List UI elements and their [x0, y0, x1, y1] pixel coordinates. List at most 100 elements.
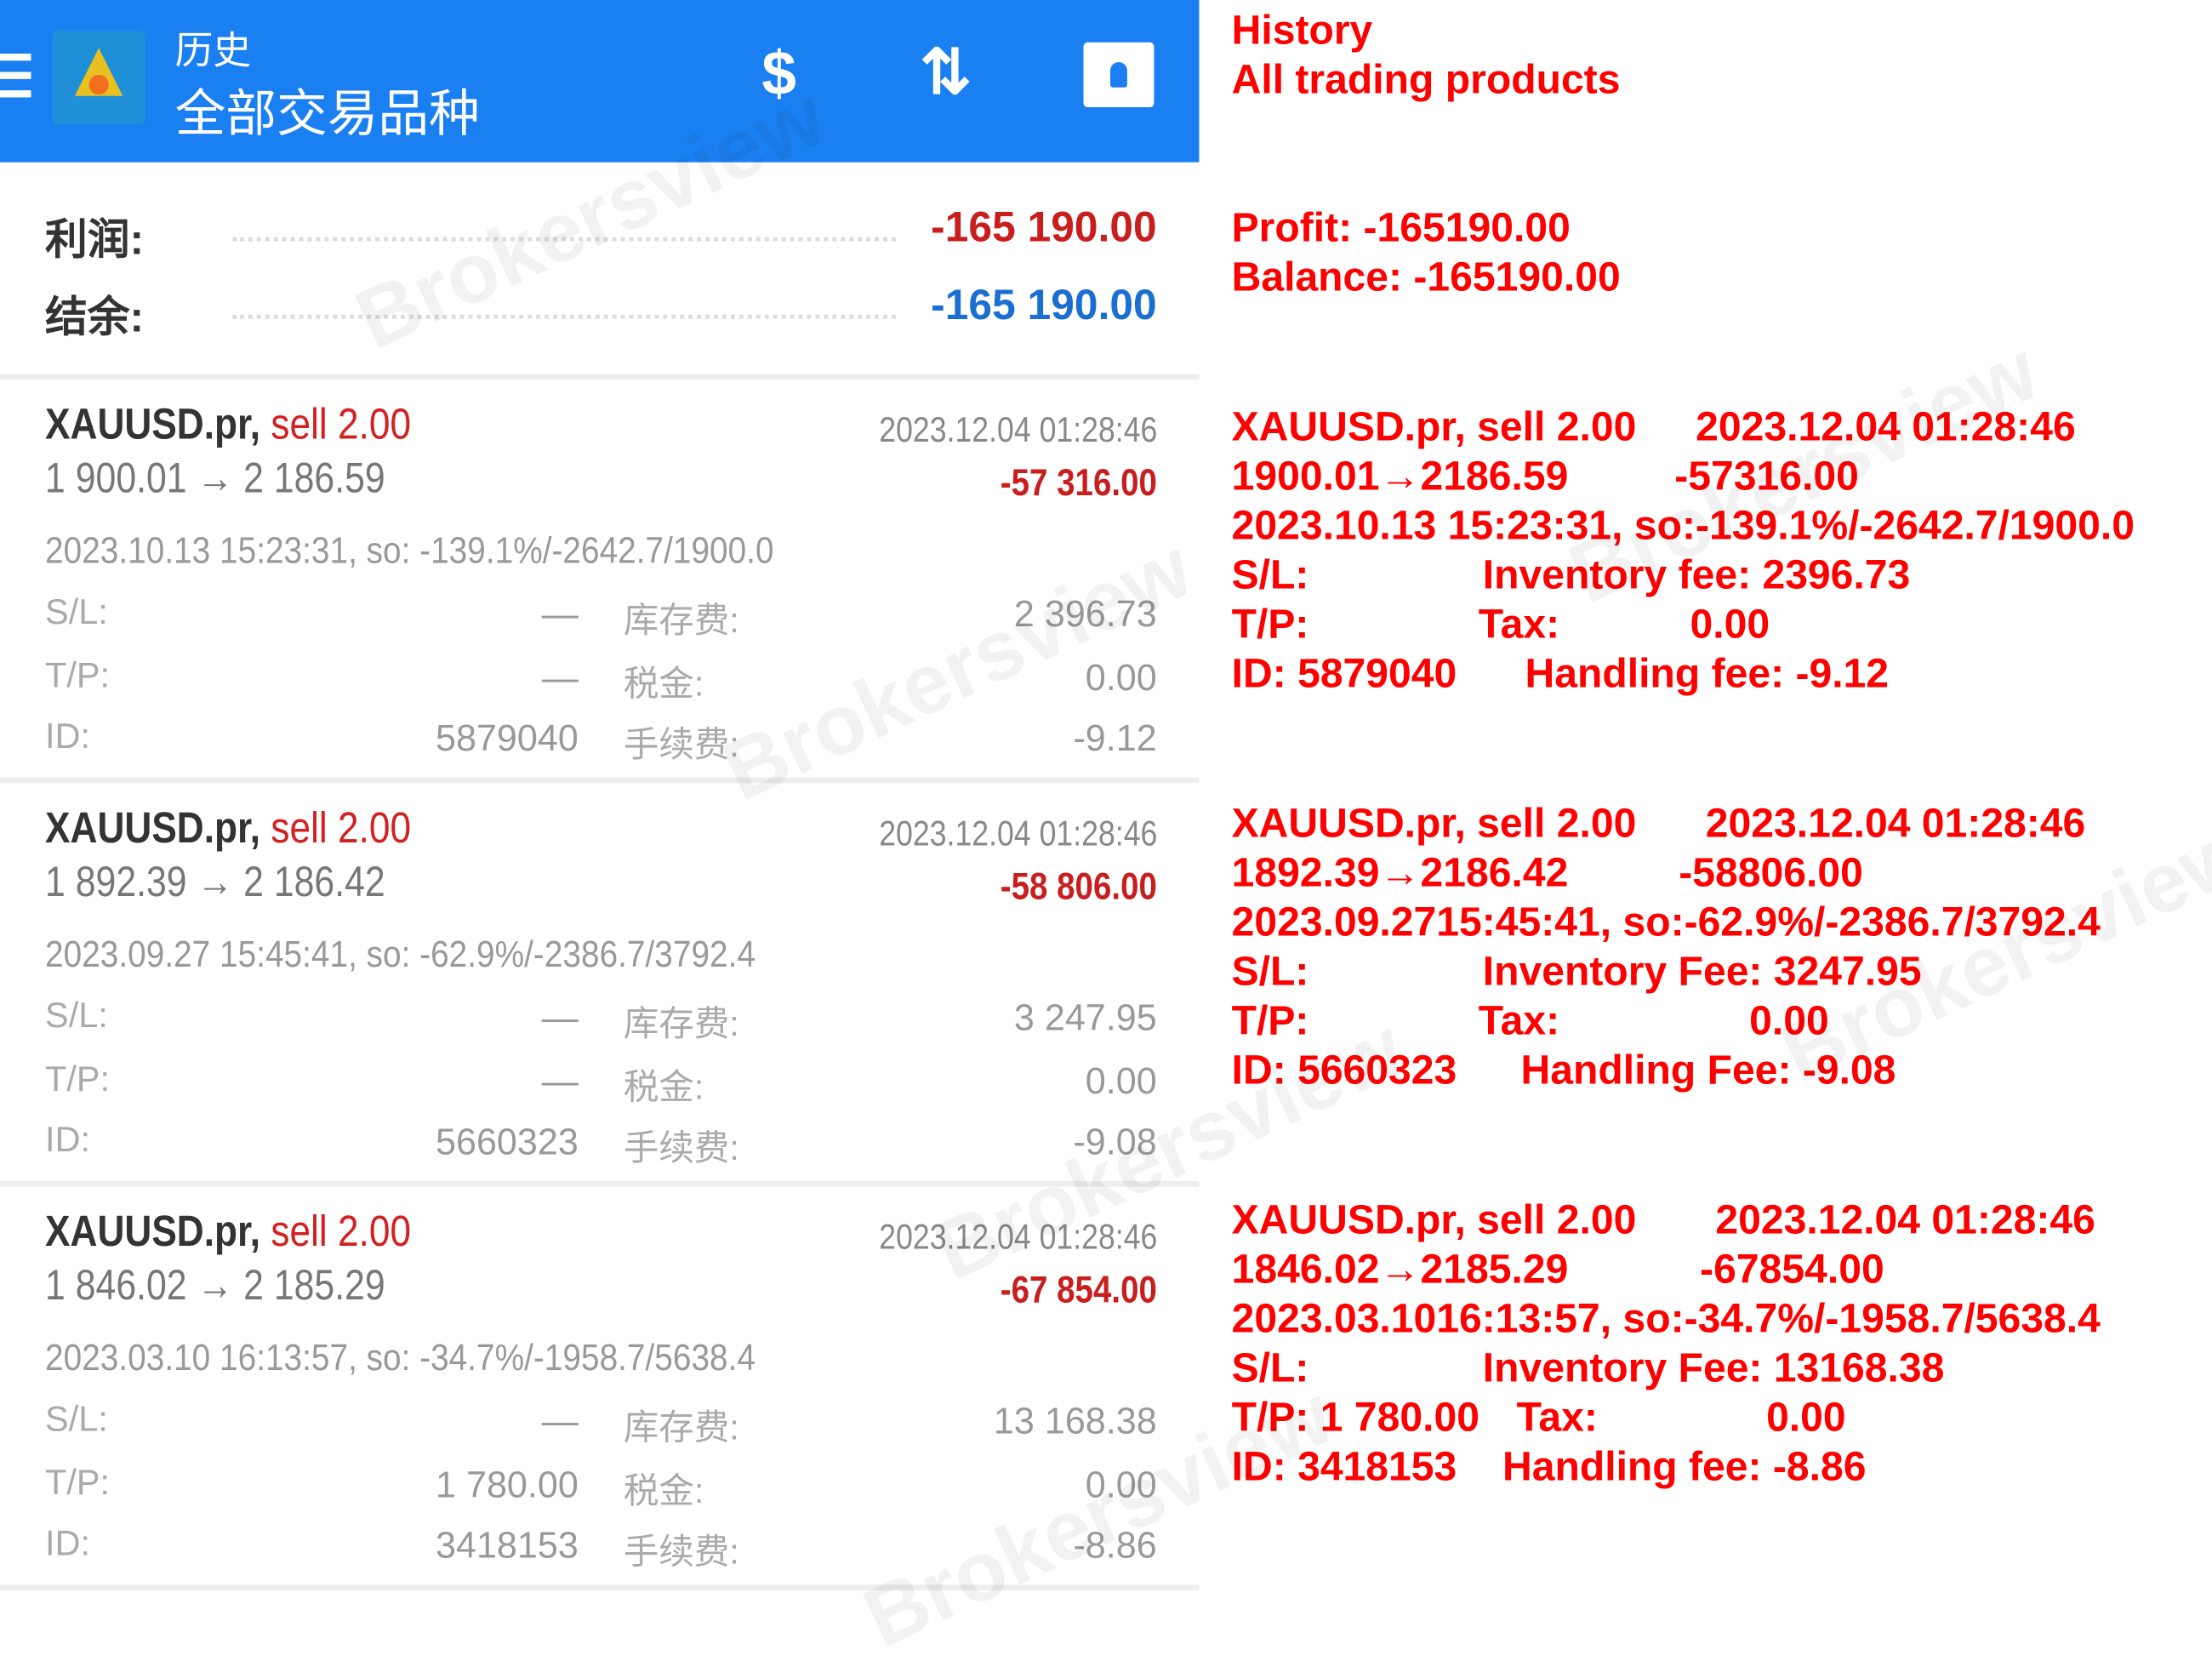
profit-value: -165 190.00 [931, 204, 1157, 252]
trade-symbol-line: XAUUSD.pr, sell 2.00 [45, 399, 411, 450]
trade-side: sell 2.00 [271, 399, 412, 449]
translation-commission: Handling fee: -9.12 [1525, 652, 1890, 698]
translation-open: 2023.10.13 15:23:31, so:-139.1%/-2642.7/… [1231, 503, 2135, 550]
translation-title: History [1231, 8, 1373, 54]
balance-label: 结余: [45, 294, 145, 342]
commission-label: 手续费: [623, 1128, 739, 1168]
translation-commission: Handling fee: -8.86 [1502, 1444, 1867, 1491]
dotted-leader [232, 237, 896, 242]
divider [0, 1180, 1200, 1187]
trade-symbol: XAUUSD.pr, [45, 802, 261, 853]
close-time: 2023.12.04 01:28:46 [878, 1218, 1157, 1258]
id-label: ID: [45, 716, 91, 756]
translation-sl: S/L: [1231, 949, 1309, 996]
tax-value: 0.00 [1085, 1059, 1157, 1103]
translation-profit: -58806.00 [1679, 850, 1863, 896]
translation-open: 2023.09.2715:45:41, so:-62.9%/-2386.7/37… [1231, 899, 2101, 945]
translation-commission: Handling Fee: -9.08 [1520, 1048, 1896, 1094]
translation-tax: Tax: [1516, 1395, 1598, 1441]
translation-symbol: XAUUSD.pr, sell 2.00 [1231, 1197, 1637, 1243]
open-info: 2023.09.27 15:45:41, so: -62.9%/-2386.7/… [45, 933, 755, 975]
close-time: 2023.12.04 01:28:46 [878, 814, 1157, 854]
tax-label: 税金: [623, 1068, 704, 1108]
commission-label: 手续费: [623, 1532, 739, 1573]
translation-time: 2023.12.04 01:28:46 [1705, 801, 2086, 847]
id-label: ID: [45, 1120, 91, 1161]
translation-id: ID: 3418153 [1231, 1444, 1457, 1491]
dotted-leader [232, 314, 896, 319]
translation-prices: 1900.01→2186.59 [1231, 454, 1569, 500]
commission-value: -9.12 [1073, 716, 1157, 760]
translation-time: 2023.12.04 01:28:46 [1715, 1197, 2095, 1243]
trade-item[interactable]: XAUUSD.pr, sell 2.00 2023.12.04 01:28:46… [0, 374, 1199, 776]
storage-label: 库存费: [623, 1407, 739, 1448]
divider [0, 777, 1200, 784]
translation-time: 2023.12.04 01:28:46 [1696, 404, 2076, 450]
trade-prices: 1 846.02 → 2 185.29 [45, 1263, 385, 1310]
translation-tp: T/P: 1 780.00 [1231, 1395, 1479, 1441]
tax-value: 0.00 [1085, 1463, 1157, 1506]
translation-balance: Balance: -165190.00 [1231, 255, 1621, 301]
trade-item[interactable]: XAUUSD.pr, sell 2.00 2023.12.04 01:28:46… [0, 1181, 1199, 1584]
menu-icon[interactable] [0, 54, 31, 105]
trade-symbol-line: XAUUSD.pr, sell 2.00 [45, 803, 411, 854]
translation-storage: Inventory fee: 2396.73 [1482, 553, 1911, 599]
tax-label: 税金: [623, 1471, 704, 1511]
open-info: 2023.03.10 16:13:57, so: -34.7%/-1958.7/… [45, 1336, 755, 1379]
trade-prices: 1 900.01 → 2 186.59 [45, 455, 385, 503]
trade-profit: -58 806.00 [1000, 865, 1157, 908]
translation-storage: Inventory Fee: 3247.95 [1482, 949, 1922, 996]
tp-label: T/P: [45, 1463, 111, 1503]
translation-tax-value: 0.00 [1690, 602, 1770, 648]
commission-value: -9.08 [1073, 1120, 1157, 1163]
sl-label: S/L: [45, 592, 108, 632]
trade-prices: 1 892.39 → 2 186.42 [45, 859, 385, 906]
sl-value: — [541, 1399, 579, 1442]
translation-profit: Profit: -165190.00 [1231, 206, 1571, 252]
translation-subtitle: All trading products [1231, 57, 1621, 104]
sort-icon[interactable]: ⇅ [920, 37, 972, 108]
balance-value: -165 190.00 [931, 282, 1157, 329]
divider [0, 374, 1200, 380]
tax-label: 税金: [623, 665, 704, 705]
close-time: 2023.12.04 01:28:46 [878, 410, 1157, 450]
dollar-exchange-icon[interactable]: $ [761, 39, 797, 109]
translation-tax-value: 0.00 [1766, 1395, 1846, 1441]
trade-profit: -67 854.00 [1000, 1268, 1157, 1311]
header-subtitle: 全部交易品种 [174, 84, 480, 143]
storage-value: 13 168.38 [993, 1399, 1157, 1442]
trade-symbol-line: XAUUSD.pr, sell 2.00 [45, 1207, 411, 1258]
sl-value: — [541, 996, 579, 1039]
trade-profit: -57 316.00 [1000, 461, 1157, 504]
translation-tp: T/P: [1231, 999, 1309, 1045]
trade-side: sell 2.00 [271, 1206, 412, 1256]
tp-value: — [541, 656, 579, 699]
translation-symbol: XAUUSD.pr, sell 2.00 [1231, 801, 1637, 847]
storage-value: 2 396.73 [1013, 592, 1157, 636]
id-value: 5660323 [435, 1120, 579, 1163]
sl-label: S/L: [45, 1399, 108, 1440]
translation-prices: 1846.02→2185.29 [1231, 1247, 1569, 1293]
sl-label: S/L: [45, 996, 108, 1036]
trade-symbol: XAUUSD.pr, [45, 1206, 261, 1256]
sl-value: — [541, 592, 579, 636]
tax-value: 0.00 [1085, 656, 1157, 699]
calendar-add-icon[interactable] [1083, 42, 1154, 108]
app-header: 历史 全部交易品种 $ ⇅ [0, 0, 1200, 163]
tp-value: 1 780.00 [436, 1463, 579, 1506]
translation-sl: S/L: [1231, 1345, 1309, 1391]
storage-label: 库存费: [623, 1004, 739, 1045]
app-logo [52, 31, 145, 124]
trade-side: sell 2.00 [271, 802, 412, 853]
translation-storage: Inventory Fee: 13168.38 [1482, 1345, 1945, 1391]
commission-label: 手续费: [623, 725, 739, 765]
storage-value: 3 247.95 [1013, 996, 1157, 1039]
open-info: 2023.10.13 15:23:31, so: -139.1%/-2642.7… [45, 528, 774, 572]
trade-item[interactable]: XAUUSD.pr, sell 2.00 2023.12.04 01:28:46… [0, 778, 1199, 1180]
profit-label: 利润: [45, 217, 145, 265]
translation-tax: Tax: [1478, 999, 1560, 1045]
translation-open: 2023.03.1016:13:57, so:-34.7%/-1958.7/56… [1231, 1296, 2101, 1342]
header-title: 历史 [174, 29, 252, 72]
id-label: ID: [45, 1523, 91, 1564]
tp-value: — [541, 1059, 579, 1103]
